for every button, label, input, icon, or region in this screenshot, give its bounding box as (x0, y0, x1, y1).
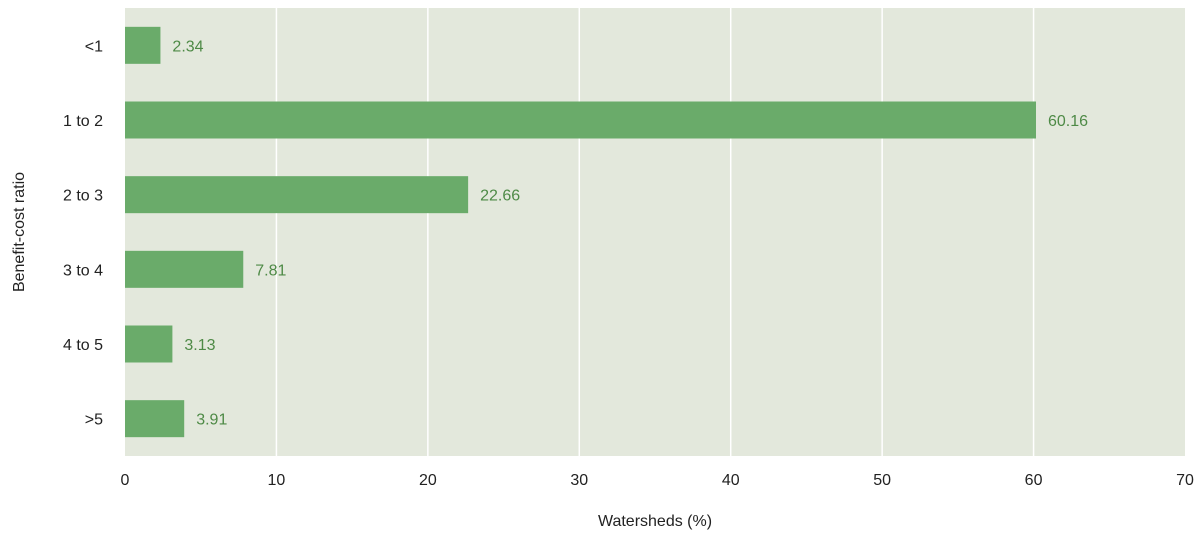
y-axis-tick-labels: <1 1 to 2 2 to 3 3 to 4 4 to 5 >5 (63, 38, 103, 428)
x-tick-label: 10 (268, 472, 286, 489)
y-tick-label: 4 to 5 (63, 337, 103, 354)
bar (125, 325, 173, 363)
bar-value-label: 7.81 (255, 262, 286, 279)
y-tick-label: 2 to 3 (63, 188, 103, 205)
x-tick-label: 70 (1176, 472, 1194, 489)
x-tick-label: 20 (419, 472, 437, 489)
x-tick-label: 60 (1025, 472, 1043, 489)
y-tick-label: <1 (85, 38, 103, 55)
bar (125, 26, 161, 64)
x-tick-label: 0 (121, 472, 130, 489)
y-tick-label: 1 to 2 (63, 113, 103, 130)
x-tick-label: 40 (722, 472, 740, 489)
x-axis-tick-labels: 0 10 20 30 40 50 60 70 (121, 472, 1194, 489)
bar-value-label: 3.13 (184, 337, 215, 354)
value-labels: 2.34 60.16 22.66 7.81 3.13 3.91 (172, 38, 1088, 428)
y-tick-label: >5 (85, 412, 103, 429)
bar-value-label: 2.34 (172, 38, 203, 55)
bar (125, 400, 185, 438)
x-axis-title: Watersheds (%) (598, 513, 712, 530)
bar-value-label: 22.66 (480, 188, 520, 205)
bar (125, 250, 244, 288)
bar (125, 176, 469, 214)
plot-area (125, 8, 1185, 456)
y-axis-title: Benefit-cost ratio (11, 172, 28, 292)
x-tick-label: 50 (873, 472, 891, 489)
bar-value-label: 60.16 (1048, 113, 1088, 130)
bar-value-label: 3.91 (196, 412, 227, 429)
gridlines (275, 8, 1035, 456)
bar (125, 101, 1036, 139)
bars (125, 26, 1036, 438)
x-tick-label: 30 (570, 472, 588, 489)
y-tick-label: 3 to 4 (63, 262, 103, 279)
